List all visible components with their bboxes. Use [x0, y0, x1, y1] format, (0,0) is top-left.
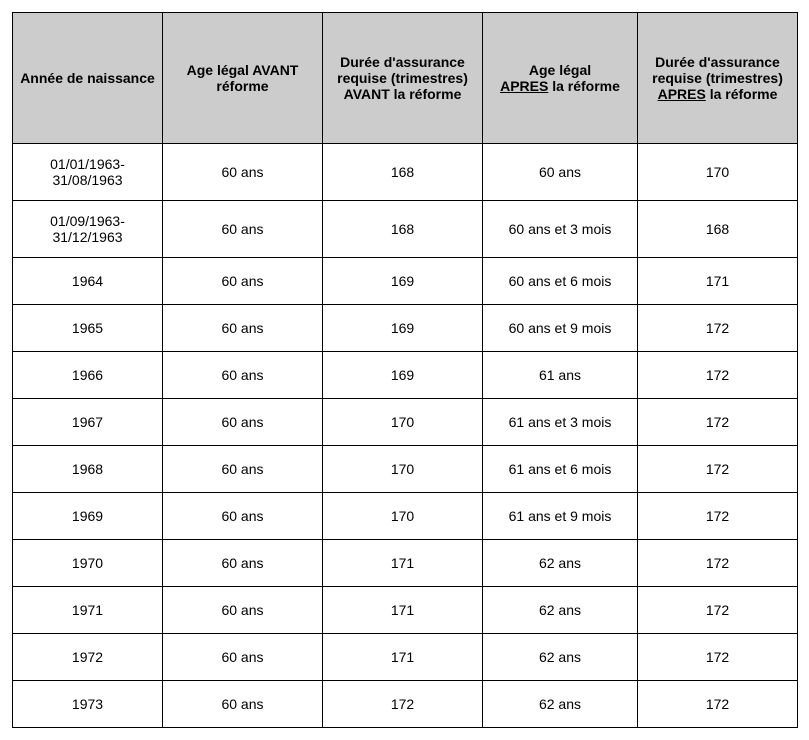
- col4-underline: APRES: [658, 86, 706, 102]
- cell-age-before: 60 ans: [163, 493, 323, 540]
- cell-age-before: 60 ans: [163, 587, 323, 634]
- table-body: 01/01/1963-31/08/196360 ans16860 ans1700…: [13, 144, 798, 728]
- cell-age-before: 60 ans: [163, 634, 323, 681]
- cell-age-before: 60 ans: [163, 305, 323, 352]
- cell-duration-before: 171: [323, 634, 483, 681]
- cell-age-after: 62 ans: [483, 681, 638, 728]
- cell-year: 1964: [13, 258, 163, 305]
- cell-year: 1967: [13, 399, 163, 446]
- cell-age-after: 62 ans: [483, 587, 638, 634]
- cell-duration-after: 172: [638, 493, 798, 540]
- table-row: 196660 ans16961 ans172: [13, 352, 798, 399]
- cell-age-after: 61 ans: [483, 352, 638, 399]
- cell-duration-after: 172: [638, 587, 798, 634]
- table-row: 196960 ans17061 ans et 9 mois172: [13, 493, 798, 540]
- cell-age-after: 60 ans et 9 mois: [483, 305, 638, 352]
- cell-age-after: 61 ans et 3 mois: [483, 399, 638, 446]
- cell-year: 1965: [13, 305, 163, 352]
- col-header-age-after: Age légal APRES la réforme: [483, 13, 638, 144]
- cell-age-before: 60 ans: [163, 540, 323, 587]
- table-header-row: Année de naissance Age légal AVANT réfor…: [13, 13, 798, 144]
- cell-year: 1968: [13, 446, 163, 493]
- cell-duration-after: 172: [638, 540, 798, 587]
- cell-age-after: 62 ans: [483, 634, 638, 681]
- cell-duration-before: 168: [323, 201, 483, 258]
- col4-line1: Durée d'assurance requise (trimestres): [652, 54, 783, 86]
- table-row: 196760 ans17061 ans et 3 mois172: [13, 399, 798, 446]
- cell-duration-before: 171: [323, 540, 483, 587]
- col4-line2: la réforme: [706, 86, 778, 102]
- cell-year: 1972: [13, 634, 163, 681]
- table-row: 01/09/1963-31/12/196360 ans16860 ans et …: [13, 201, 798, 258]
- col-header-duration-before: Durée d'assurance requise (trimestres) A…: [323, 13, 483, 144]
- cell-age-before: 60 ans: [163, 446, 323, 493]
- cell-duration-before: 168: [323, 144, 483, 201]
- cell-age-before: 60 ans: [163, 681, 323, 728]
- cell-age-after: 60 ans et 3 mois: [483, 201, 638, 258]
- cell-duration-before: 169: [323, 305, 483, 352]
- col3-line2: la réforme: [548, 78, 620, 94]
- table-row: 196560 ans16960 ans et 9 mois172: [13, 305, 798, 352]
- cell-age-before: 60 ans: [163, 399, 323, 446]
- cell-age-before: 60 ans: [163, 201, 323, 258]
- cell-year: 1971: [13, 587, 163, 634]
- col-header-age-before: Age légal AVANT réforme: [163, 13, 323, 144]
- cell-duration-before: 169: [323, 258, 483, 305]
- cell-age-after: 61 ans et 6 mois: [483, 446, 638, 493]
- cell-year: 1970: [13, 540, 163, 587]
- cell-year: 01/09/1963-31/12/1963: [13, 201, 163, 258]
- cell-duration-after: 172: [638, 399, 798, 446]
- cell-duration-before: 171: [323, 587, 483, 634]
- cell-age-before: 60 ans: [163, 258, 323, 305]
- col-header-duration-after: Durée d'assurance requise (trimestres) A…: [638, 13, 798, 144]
- cell-duration-after: 171: [638, 258, 798, 305]
- table-row: 197260 ans17162 ans172: [13, 634, 798, 681]
- table-row: 197360 ans17262 ans172: [13, 681, 798, 728]
- col-header-year: Année de naissance: [13, 13, 163, 144]
- cell-duration-after: 168: [638, 201, 798, 258]
- cell-duration-before: 170: [323, 493, 483, 540]
- col3-underline: APRES: [500, 78, 548, 94]
- cell-duration-before: 170: [323, 399, 483, 446]
- cell-year: 01/01/1963-31/08/1963: [13, 144, 163, 201]
- cell-year: 1973: [13, 681, 163, 728]
- cell-duration-after: 172: [638, 681, 798, 728]
- cell-duration-after: 172: [638, 634, 798, 681]
- cell-duration-after: 172: [638, 305, 798, 352]
- table-row: 197060 ans17162 ans172: [13, 540, 798, 587]
- table-row: 196860 ans17061 ans et 6 mois172: [13, 446, 798, 493]
- cell-age-after: 60 ans et 6 mois: [483, 258, 638, 305]
- cell-age-before: 60 ans: [163, 352, 323, 399]
- col3-line1: Age légal: [529, 62, 591, 78]
- cell-duration-after: 172: [638, 446, 798, 493]
- table-row: 196460 ans16960 ans et 6 mois171: [13, 258, 798, 305]
- cell-duration-after: 172: [638, 352, 798, 399]
- cell-duration-before: 169: [323, 352, 483, 399]
- cell-age-after: 61 ans et 9 mois: [483, 493, 638, 540]
- table-row: 197160 ans17162 ans172: [13, 587, 798, 634]
- cell-duration-after: 170: [638, 144, 798, 201]
- cell-duration-before: 170: [323, 446, 483, 493]
- cell-age-after: 62 ans: [483, 540, 638, 587]
- cell-year: 1969: [13, 493, 163, 540]
- cell-year: 1966: [13, 352, 163, 399]
- cell-duration-before: 172: [323, 681, 483, 728]
- cell-age-before: 60 ans: [163, 144, 323, 201]
- retirement-reform-table: Année de naissance Age légal AVANT réfor…: [12, 12, 798, 728]
- table-row: 01/01/1963-31/08/196360 ans16860 ans170: [13, 144, 798, 201]
- cell-age-after: 60 ans: [483, 144, 638, 201]
